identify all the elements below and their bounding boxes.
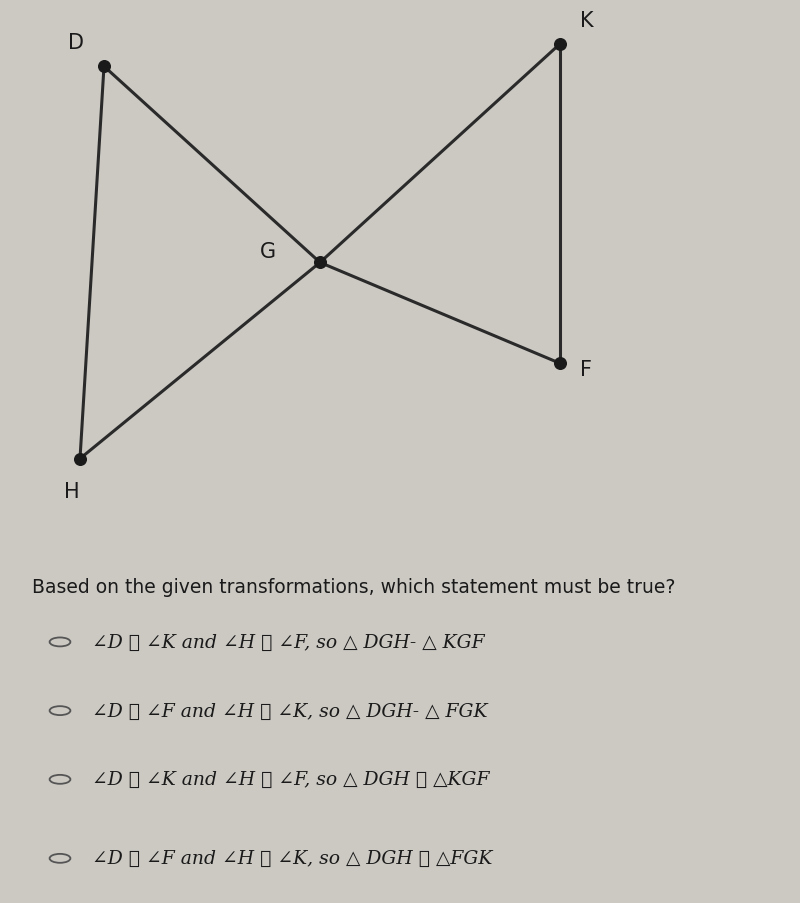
Point [554, 38, 566, 52]
Text: ∠D ≅ ∠F and ∠H ≅ ∠K, so △ DGH ≅ △FGK: ∠D ≅ ∠F and ∠H ≅ ∠K, so △ DGH ≅ △FGK [92, 850, 492, 868]
Text: D: D [68, 33, 84, 53]
Text: ∠D ≅ ∠K and ∠H ≅ ∠F, so △ DGH ≅ △KGF: ∠D ≅ ∠K and ∠H ≅ ∠F, so △ DGH ≅ △KGF [92, 770, 490, 788]
Text: Based on the given transformations, which statement must be true?: Based on the given transformations, whic… [32, 577, 675, 596]
Text: K: K [580, 11, 594, 31]
Point [74, 452, 86, 466]
Text: G: G [260, 242, 276, 262]
Text: ∠D ≅ ∠F and ∠H ≅ ∠K, so △ DGH- △ FGK: ∠D ≅ ∠F and ∠H ≅ ∠K, so △ DGH- △ FGK [92, 702, 487, 720]
Point [314, 256, 326, 270]
Point [554, 357, 566, 371]
Text: ∠D ≅ ∠K and ∠H ≅ ∠F, so △ DGH- △ KGF: ∠D ≅ ∠K and ∠H ≅ ∠F, so △ DGH- △ KGF [92, 633, 485, 651]
Text: H: H [64, 481, 80, 501]
Point [98, 60, 110, 74]
Text: F: F [580, 359, 592, 379]
